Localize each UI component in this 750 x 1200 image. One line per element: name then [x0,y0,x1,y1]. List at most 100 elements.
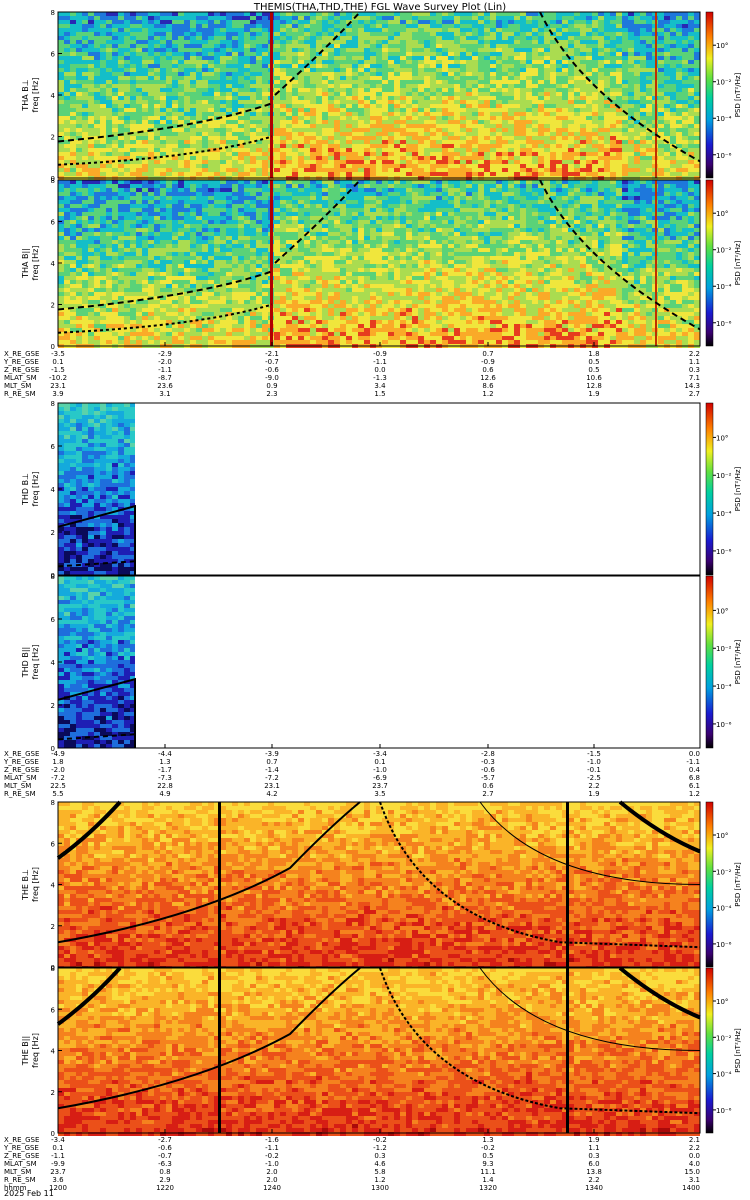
heatmap-cell [664,152,670,156]
heatmap-cell [70,28,76,32]
heatmap-cell [82,248,88,252]
heatmap-cell [478,92,484,96]
heatmap-cell [292,56,298,60]
heatmap-cell [292,104,298,108]
heatmap-cell [262,24,268,28]
heatmap-cell [64,288,70,292]
heatmap-cell [490,96,496,100]
heatmap-cell [286,24,292,28]
heatmap-cell [76,212,82,216]
heatmap-cell [454,120,460,124]
heatmap-cell [112,44,118,48]
heatmap-cell [292,168,298,172]
heatmap-cell [118,164,124,168]
heatmap-cell [532,60,538,64]
heatmap-cell [112,88,118,92]
heatmap-cell [148,96,154,100]
heatmap-cell [340,140,346,144]
heatmap-cell [100,60,106,64]
heatmap-cell [106,296,112,300]
heatmap-cell [502,116,508,120]
heatmap-cell [118,316,124,320]
heatmap-cell [400,172,406,176]
heatmap-cell [334,16,340,20]
heatmap-cell [106,156,112,160]
heatmap-cell [550,52,556,56]
heatmap-cell [286,56,292,60]
heatmap-cell [358,20,364,24]
heatmap-cell [124,104,130,108]
heatmap-cell [610,92,616,96]
heatmap-cell [178,56,184,60]
heatmap-cell [604,108,610,112]
heatmap-cell [88,328,94,332]
heatmap-cell [598,32,604,36]
heatmap-cell [352,72,358,76]
heatmap-cell [640,60,646,64]
heatmap-cell [256,160,262,164]
heatmap-cell [412,80,418,84]
heatmap-cell [514,148,520,152]
heatmap-cell [424,104,430,108]
heatmap-cell [298,144,304,148]
heatmap-cell [250,36,256,40]
heatmap-cell [604,44,610,48]
heatmap-cell [520,36,526,40]
heatmap-cell [448,140,454,144]
heatmap-cell [262,148,268,152]
heatmap-cell [64,196,70,200]
heatmap-cell [130,84,136,88]
heatmap-cell [694,104,700,108]
heatmap-cell [604,136,610,140]
heatmap-cell [160,64,166,68]
heatmap-cell [232,76,238,80]
heatmap-cell [142,100,148,104]
heatmap-cell [658,100,664,104]
heatmap-cell [160,116,166,120]
heatmap-cell [298,172,304,176]
heatmap-cell [58,60,64,64]
heatmap-cell [532,100,538,104]
heatmap-cell [598,68,604,72]
heatmap-cell [310,24,316,28]
heatmap-cell [220,88,226,92]
heatmap-cell [340,172,346,176]
heatmap-cell [688,80,694,84]
heatmap-cell [694,140,700,144]
heatmap-cell [214,56,220,60]
heatmap-cell [400,124,406,128]
heatmap-cell [562,76,568,80]
heatmap-cell [544,140,550,144]
heatmap-cell [88,32,94,36]
heatmap-cell [424,16,430,20]
heatmap-cell [610,172,616,176]
heatmap-cell [694,64,700,68]
heatmap-cell [88,288,94,292]
heatmap-cell [496,48,502,52]
heatmap-cell [100,280,106,284]
heatmap-cell [370,88,376,92]
heatmap-cell [94,104,100,108]
heatmap-cell [328,96,334,100]
heatmap-cell [190,160,196,164]
heatmap-cell [82,180,88,184]
heatmap-cell [424,172,430,176]
heatmap-cell [244,44,250,48]
heatmap-cell [508,80,514,84]
heatmap-cell [562,48,568,52]
heatmap-cell [514,152,520,156]
heatmap-cell [262,20,268,24]
heatmap-cell [316,20,322,24]
heatmap-cell [688,112,694,116]
heatmap-cell [76,220,82,224]
heatmap-cell [514,28,520,32]
heatmap-cell [304,172,310,176]
heatmap-cell [76,312,82,316]
heatmap-cell [172,132,178,136]
heatmap-cell [184,64,190,68]
heatmap-cell [388,16,394,20]
heatmap-cell [190,116,196,120]
heatmap-cell [550,96,556,100]
heatmap-cell [586,20,592,24]
heatmap-cell [574,76,580,80]
